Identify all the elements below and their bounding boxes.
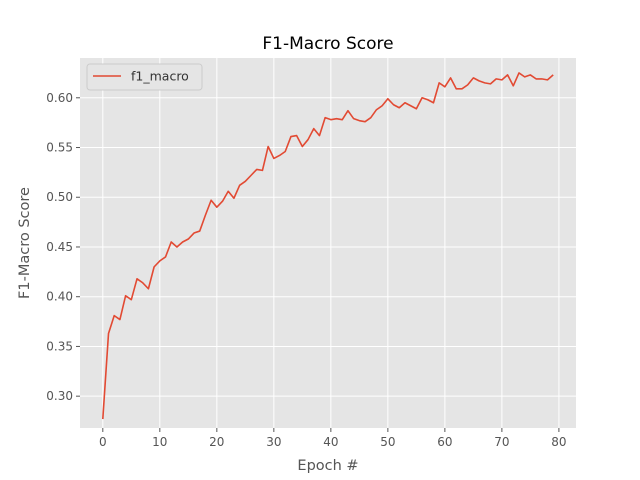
x-tick-label: 40 [323,435,338,449]
x-tick-label: 70 [494,435,509,449]
y-tick-label: 0.50 [46,190,73,204]
plot-area [80,58,576,428]
x-tick-label: 0 [99,435,107,449]
y-tick-label: 0.35 [46,339,73,353]
y-tick-label: 0.40 [46,290,73,304]
x-axis-label: Epoch # [297,458,358,474]
series-line-f1_macro [102,72,554,420]
x-tick-label: 10 [152,435,167,449]
y-axis: 0.30 0.35 0.40 0.45 0.50 0.55 0.60 [46,91,80,403]
x-tick-label: 30 [266,435,281,449]
x-tick-label: 50 [380,435,395,449]
y-tick-label: 0.60 [46,91,73,105]
legend-label: f1_macro [131,69,189,84]
y-tick-label: 0.45 [46,240,73,254]
legend-box [86,63,203,91]
x-tick-label: 60 [437,435,452,449]
x-axis: 0 10 20 30 40 50 60 70 80 [99,428,567,449]
y-tick-label: 0.55 [46,141,73,155]
y-axis-label: F1-Macro Score [17,187,33,299]
legend: f1_macro [86,63,203,91]
series-layer [102,72,554,420]
chart-title: F1-Macro Score [262,34,393,54]
y-tick-label: 0.30 [46,389,73,403]
x-tick-label: 80 [551,435,566,449]
x-tick-label: 20 [209,435,224,449]
